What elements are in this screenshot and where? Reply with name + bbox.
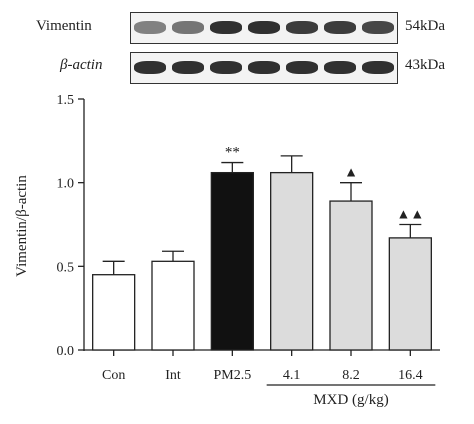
bar	[270, 171, 314, 351]
x-tick-label: PM2.5	[213, 368, 251, 383]
blot-vimentin-strip	[130, 12, 398, 44]
y-tick-label: 0.5	[57, 260, 75, 275]
blot-band	[248, 61, 280, 74]
blot-vimentin-size: 54kDa	[405, 18, 445, 34]
blot-band	[210, 61, 242, 74]
bar	[329, 200, 373, 351]
blot-band	[210, 21, 242, 34]
x-tick-labels: Con Int PM2.5 4.1 8.2 16.4	[102, 350, 423, 383]
x-tick-label: Con	[102, 368, 125, 383]
bar	[151, 260, 195, 351]
blot-vimentin-label: Vimentin	[36, 18, 92, 34]
y-axis-label: Vimentin/β-actin	[14, 175, 30, 277]
blot-band	[362, 21, 394, 34]
significance-marker: **	[225, 145, 240, 161]
y-axis: 0.0 0.5 1.0 1.5	[57, 93, 440, 359]
blot-actin-strip	[130, 52, 398, 84]
blot-actin-size: 43kDa	[405, 57, 445, 73]
y-tick-label: 1.0	[57, 177, 75, 192]
blot-band	[286, 21, 318, 34]
bar	[388, 237, 432, 351]
blot-band	[134, 21, 166, 34]
blot-band	[286, 61, 318, 74]
bar	[92, 274, 136, 351]
blot-actin-label: β-actin	[60, 57, 103, 73]
blot-band	[324, 21, 356, 34]
group-label: MXD (g/kg)	[313, 392, 388, 408]
significance-marker: ▲▲	[396, 208, 424, 223]
significance-marker: ▲	[344, 166, 358, 181]
blot-band	[172, 61, 204, 74]
blot-band	[248, 21, 280, 34]
bar	[210, 171, 254, 351]
x-tick-label: Int	[165, 368, 181, 383]
x-tick-label: 16.4	[398, 368, 423, 383]
y-tick-label: 0.0	[57, 344, 75, 359]
bars: **▲▲▲	[92, 145, 432, 351]
x-tick-label: 8.2	[342, 368, 360, 383]
x-tick-label: 4.1	[283, 368, 301, 383]
blot-band	[324, 61, 356, 74]
blot-band	[172, 21, 204, 34]
blot-band	[134, 61, 166, 74]
y-tick-label: 1.5	[57, 93, 75, 108]
blot-band	[362, 61, 394, 74]
